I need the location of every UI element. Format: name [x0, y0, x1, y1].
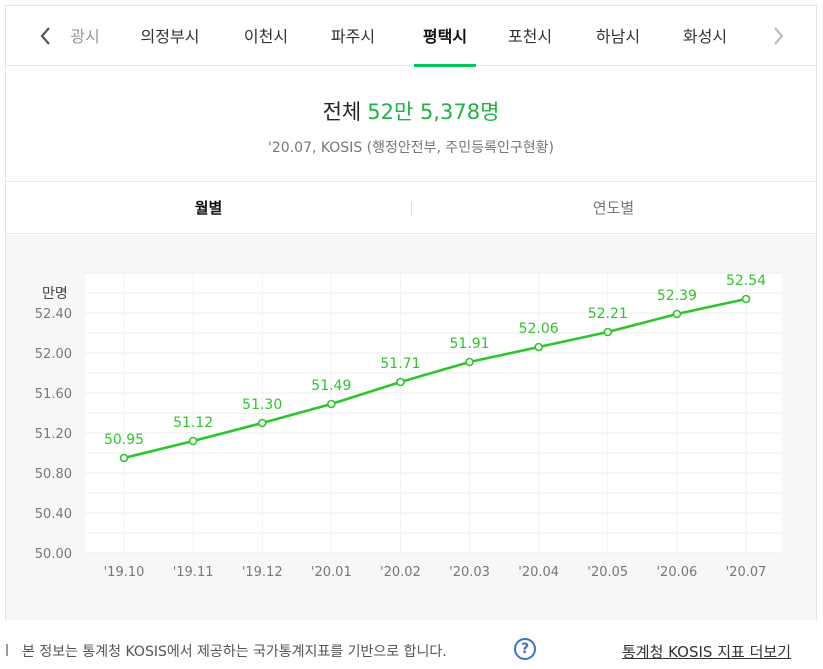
tab-pyeongtaek[interactable]: 평택시 — [414, 6, 476, 67]
y-tick-label: 52.40 — [35, 307, 72, 322]
total-value: 52만 5,378명 — [367, 100, 500, 124]
y-tick-label: 52.00 — [35, 347, 72, 362]
tab-hanam[interactable]: 하남시 — [595, 27, 641, 46]
help-icon[interactable]: ? — [514, 638, 536, 660]
series-line — [123, 297, 747, 460]
data-label: 50.95 — [104, 432, 144, 448]
y-tick-label: 51.60 — [35, 387, 72, 402]
y-tick-label: 50.40 — [35, 507, 72, 522]
data-point — [188, 436, 198, 446]
x-tick-label: '19.10 — [104, 565, 145, 580]
data-label: 52.21 — [588, 306, 628, 322]
x-tick-label: '20.03 — [449, 565, 490, 580]
x-tick-label: '20.04 — [518, 565, 559, 580]
y-tick-label: 51.20 — [35, 427, 72, 442]
data-point — [534, 342, 543, 352]
y-axis-unit-label: 만명 — [42, 286, 68, 302]
tab-uijeongbu[interactable]: 의정부시 — [140, 27, 200, 46]
population-panel: 광시 의정부시 이천시 파주시 평택시 포천시 하남시 화성시 전체 52만 5,… — [5, 5, 817, 620]
data-label: 51.71 — [380, 356, 420, 372]
total-population: 전체 52만 5,378명 — [6, 96, 816, 126]
data-point — [465, 357, 474, 367]
total-label: 전체 — [322, 100, 362, 124]
data-point — [672, 309, 682, 319]
data-point — [119, 453, 129, 463]
data-label: 51.12 — [173, 415, 213, 431]
footer-note: 본 정보는 통계청 KOSIS에서 제공하는 국가통계지표를 기반으로 합니다. — [22, 644, 447, 660]
data-point — [741, 294, 751, 304]
tab-pocheon[interactable]: 포천시 — [507, 27, 553, 46]
data-label: 51.91 — [450, 336, 490, 352]
x-tick-label: '20.05 — [587, 565, 628, 580]
city-tab-bar: 광시 의정부시 이천시 파주시 평택시 포천시 하남시 화성시 — [6, 6, 816, 67]
y-tick-label: 50.00 — [35, 547, 72, 562]
y-tick-label: 50.80 — [35, 467, 72, 482]
tab-icheon[interactable]: 이천시 — [243, 27, 289, 46]
x-tick-label: '20.06 — [656, 565, 697, 580]
x-tick-label: '19.12 — [242, 565, 283, 580]
data-source: '20.07, KOSIS (행정안전부, 주민등록인구현황) — [268, 140, 554, 156]
footer-bar — [6, 644, 8, 656]
period-divider — [411, 202, 412, 216]
x-tick-label: '20.02 — [380, 565, 421, 580]
chevron-left-icon[interactable] — [34, 22, 58, 50]
data-label: 51.49 — [311, 378, 351, 394]
data-label: 52.39 — [657, 288, 697, 304]
tab-monthly[interactable]: 월별 — [194, 199, 223, 217]
footer: 본 정보는 통계청 KOSIS에서 제공하는 국가통계지표를 기반으로 합니다.… — [0, 638, 823, 666]
tab-paju[interactable]: 파주시 — [330, 27, 376, 46]
tab-yearly[interactable]: 연도별 — [592, 199, 635, 217]
data-point — [257, 418, 267, 428]
chevron-right-icon[interactable] — [766, 22, 790, 50]
x-tick-label: '20.01 — [311, 565, 352, 580]
data-point — [327, 399, 336, 409]
tab-gwangsi[interactable]: 광시 — [70, 27, 100, 46]
x-tick-label: '19.11 — [173, 565, 214, 580]
chart-area: 만명 50.00 50.40 50.80 51.20 51.60 52.00 52.40 '19… — [6, 235, 816, 620]
data-label: 52.06 — [519, 321, 559, 337]
data-label: 51.30 — [242, 397, 282, 413]
data-point — [603, 327, 613, 337]
tab-hwaseong[interactable]: 화성시 — [682, 27, 728, 46]
data-label: 52.54 — [726, 273, 766, 289]
data-point — [396, 377, 405, 387]
kosis-more-link[interactable]: 통계청 KOSIS 지표 더보기 — [622, 643, 791, 661]
population-summary: 전체 52만 5,378명 '20.07, KOSIS (행정안전부, 주민등록인… — [6, 66, 816, 182]
population-line-chart: 만명 50.00 50.40 50.80 51.20 51.60 52.00 52.40 '19… — [35, 272, 782, 580]
period-tabs: 월별 연도별 — [6, 182, 816, 234]
x-tick-label: '20.07 — [726, 565, 767, 580]
